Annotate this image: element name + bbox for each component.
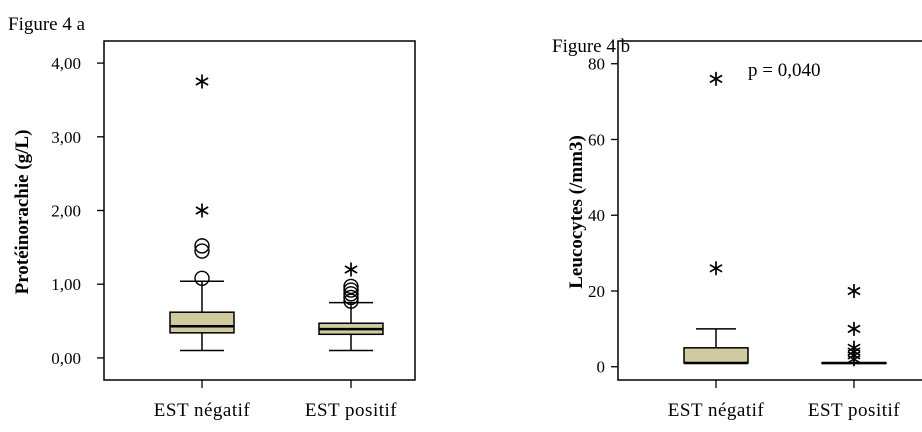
outlier-circle [194, 238, 210, 254]
outlier-star [709, 71, 723, 86]
p-value-annotation: p = 0,040 [748, 60, 820, 81]
outlier-circle [343, 289, 359, 306]
chart-a: 0,00 1,00 2,00 3,00 4,00 Protéinorachie (g/L)… [12, 40, 416, 421]
figure-4a-label: Figure 4 a [8, 14, 86, 35]
y-tick-label: 80 [588, 55, 605, 74]
outlier-circle [343, 278, 359, 295]
box-iqr [169, 311, 235, 334]
outlier-star [847, 284, 861, 298]
outlier-star [195, 74, 209, 89]
outlier-star [847, 340, 861, 355]
y-tick-label: 4,00 [51, 54, 81, 73]
x-tick-label: EST positif [305, 400, 397, 421]
plot-frame [617, 40, 922, 381]
outlier-circle [343, 282, 359, 298]
outlier-circle [343, 286, 359, 302]
y-tick-label: 3,00 [51, 128, 81, 147]
x-tick-label: EST négatif [668, 400, 765, 421]
outlier-star [847, 321, 861, 336]
y-tick-label: 40 [588, 206, 605, 225]
x-tick-label: EST négatif [154, 400, 251, 421]
y-tick-label: 20 [588, 282, 605, 301]
outlier-circle [194, 270, 210, 286]
y-tick-label: 2,00 [51, 202, 81, 221]
outlier-star [709, 261, 723, 276]
outlier-circle [194, 243, 210, 259]
outlier-star [195, 203, 209, 218]
y-axis-label: Leucocytes (/mm3) [566, 135, 587, 289]
y-tick-label: 0,00 [51, 349, 81, 368]
y-tick-label: 1,00 [51, 275, 81, 294]
outlier-star [344, 262, 358, 277]
box-iqr [683, 347, 749, 364]
y-axis-label: Protéinorachie (g/L) [12, 130, 33, 295]
outlier-circle [343, 293, 359, 309]
chart-b: 0 20 40 60 80 Leucocytes (/mm3) EST négatif EST… [566, 40, 922, 421]
x-tick-label: EST positif [808, 400, 900, 421]
figure-4b-label: Figure 4 b [552, 36, 630, 57]
y-tick-label: 60 [588, 130, 605, 149]
y-tick-label: 0 [597, 358, 606, 377]
